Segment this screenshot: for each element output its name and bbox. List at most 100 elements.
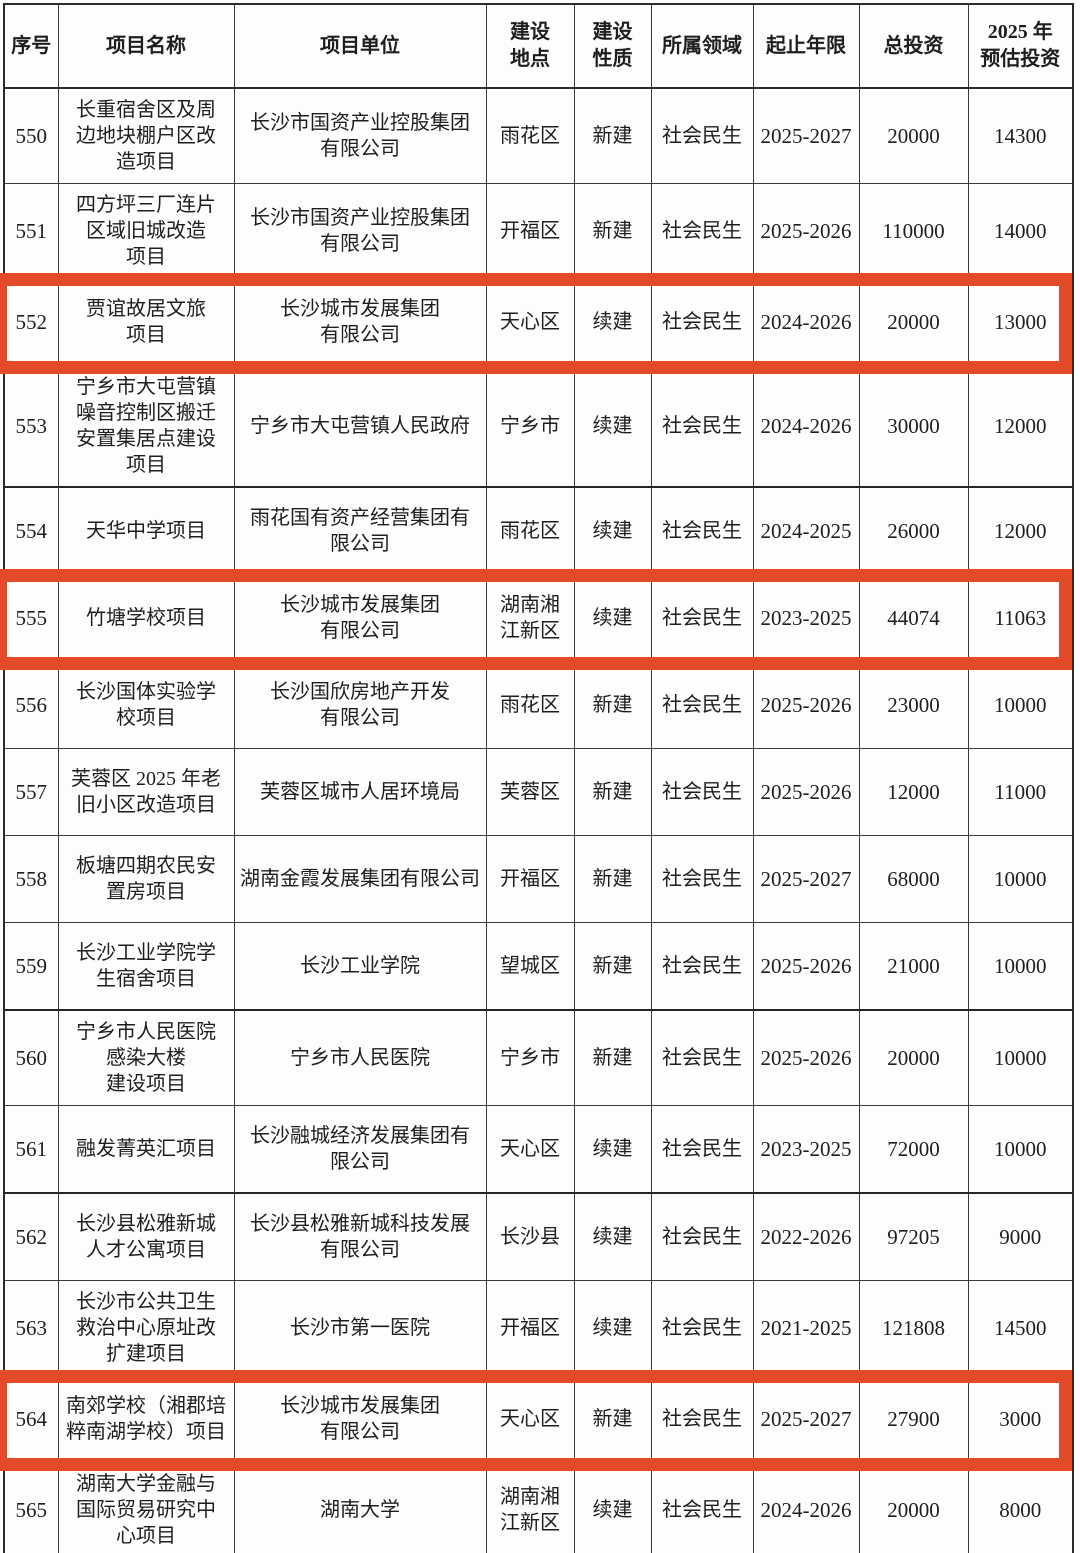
cell-est2025: 10000: [967, 1105, 1074, 1194]
cell-field: 社会民生: [650, 365, 754, 488]
cell-unit: 湖南金霞发展集团有限公司: [233, 835, 487, 923]
cell-total: 121808: [858, 1280, 969, 1376]
table-row: 556 长沙国体实验学 校项目 长沙国欣房地产开发 有限公司 雨花区 新建 社会民生 202…: [3, 661, 1074, 749]
cell-total: 12000: [858, 748, 969, 836]
cell-location: 宁乡市: [485, 1009, 575, 1106]
header-row: 序号 项目名称 项目单位 建设 地点 建设 性质 所属领域 起止年限 总投资 2025 年 预估…: [3, 3, 1074, 89]
cell-field: 社会民生: [650, 574, 754, 662]
cell-location: 湖南湘 江新区: [485, 574, 575, 662]
cell-est2025: 10000: [967, 1009, 1074, 1106]
cell-name: 长沙县松雅新城 人才公寓项目: [57, 1192, 235, 1281]
cell-nature: 新建: [573, 87, 652, 184]
cell-field: 社会民生: [650, 661, 754, 749]
cell-unit: 长沙城市发展集团 有限公司: [233, 278, 487, 366]
cell-field: 社会民生: [650, 1009, 754, 1106]
cell-nature: 新建: [573, 183, 652, 279]
cell-field: 社会民生: [650, 1375, 754, 1463]
cell-unit: 长沙工业学院: [233, 922, 487, 1011]
cell-unit: 雨花国有资产经营集团有 限公司: [233, 486, 487, 575]
cell-field: 社会民生: [650, 1192, 754, 1281]
cell-location: 天心区: [485, 278, 575, 366]
column-header-years: 起止年限: [752, 3, 860, 89]
table-row: 557 芙蓉区 2025 年老 旧小区改造项目 芙蓉区城市人居环境局 芙蓉区 新建 社会民…: [3, 748, 1074, 836]
cell-location: 芙蓉区: [485, 748, 575, 836]
cell-no: 551: [3, 183, 59, 279]
cell-est2025: 9000: [967, 1192, 1074, 1281]
cell-years: 2025-2026: [752, 183, 860, 279]
cell-nature: 新建: [573, 835, 652, 923]
cell-nature: 新建: [573, 922, 652, 1011]
cell-unit: 长沙城市发展集团 有限公司: [233, 574, 487, 662]
cell-years: 2024-2026: [752, 365, 860, 488]
table-row: 553 宁乡市大屯营镇 噪音控制区搬迁 安置集居点建设 项目 宁乡市大屯营镇人民政府…: [3, 365, 1074, 488]
cell-years: 2023-2025: [752, 1105, 860, 1194]
cell-est2025: 14300: [967, 87, 1074, 184]
table-row: 561 融发菁英汇项目 长沙融城经济发展集团有 限公司 天心区 续建 社会民生 2023-2…: [3, 1105, 1074, 1194]
cell-name: 宁乡市人民医院 感染大楼 建设项目: [57, 1009, 235, 1106]
cell-years: 2025-2027: [752, 1375, 860, 1463]
cell-est2025: 10000: [967, 835, 1074, 923]
table-row: 565 湖南大学金融与 国际贸易研究中 心项目 湖南大学 湖南湘 江新区 续建 社会民生 2…: [3, 1462, 1074, 1553]
cell-name: 长沙国体实验学 校项目: [57, 661, 235, 749]
cell-no: 557: [3, 748, 59, 836]
cell-name: 贾谊故居文旅 项目: [57, 278, 235, 366]
cell-total: 20000: [858, 87, 969, 184]
cell-years: 2025-2027: [752, 87, 860, 184]
table-row: 550 长重宿舍区及周 边地块棚户区改 造项目 长沙市国资产业控股集团 有限公司 雨花…: [3, 87, 1074, 184]
table-row: 563 长沙市公共卫生 救治中心原址改 扩建项目 长沙市第一医院 开福区 续建 社会民生 2…: [3, 1280, 1074, 1376]
table-body: 550 长重宿舍区及周 边地块棚户区改 造项目 长沙市国资产业控股集团 有限公司 雨花…: [3, 87, 1074, 1553]
table-row: 564 南郊学校（湘郡培 粹南湖学校）项目 长沙城市发展集团 有限公司 天心区 新建 社会…: [3, 1375, 1074, 1463]
table-row: 558 板塘四期农民安 置房项目 湖南金霞发展集团有限公司 开福区 新建 社会民生 2025…: [3, 835, 1074, 923]
cell-no: 550: [3, 87, 59, 184]
cell-est2025: 11000: [967, 748, 1074, 836]
cell-total: 97205: [858, 1192, 969, 1281]
cell-unit: 长沙城市发展集团 有限公司: [233, 1375, 487, 1463]
cell-no: 560: [3, 1009, 59, 1106]
cell-no: 563: [3, 1280, 59, 1376]
cell-location: 湖南湘 江新区: [485, 1462, 575, 1553]
cell-name: 宁乡市大屯营镇 噪音控制区搬迁 安置集居点建设 项目: [57, 365, 235, 488]
cell-field: 社会民生: [650, 835, 754, 923]
cell-unit: 长沙融城经济发展集团有 限公司: [233, 1105, 487, 1194]
table-row: 560 宁乡市人民医院 感染大楼 建设项目 宁乡市人民医院 宁乡市 新建 社会民生 2025…: [3, 1009, 1074, 1106]
cell-nature: 续建: [573, 365, 652, 488]
cell-no: 556: [3, 661, 59, 749]
cell-est2025: 14000: [967, 183, 1074, 279]
cell-nature: 续建: [573, 574, 652, 662]
cell-location: 宁乡市: [485, 365, 575, 488]
cell-location: 长沙县: [485, 1192, 575, 1281]
cell-location: 开福区: [485, 183, 575, 279]
cell-field: 社会民生: [650, 87, 754, 184]
cell-field: 社会民生: [650, 183, 754, 279]
cell-location: 雨花区: [485, 661, 575, 749]
cell-total: 68000: [858, 835, 969, 923]
cell-location: 开福区: [485, 835, 575, 923]
column-header-total: 总投资: [858, 3, 969, 89]
cell-unit: 长沙市第一医院: [233, 1280, 487, 1376]
cell-nature: 新建: [573, 1009, 652, 1106]
cell-no: 562: [3, 1192, 59, 1281]
cell-total: 21000: [858, 922, 969, 1011]
cell-years: 2021-2025: [752, 1280, 860, 1376]
cell-location: 天心区: [485, 1375, 575, 1463]
cell-years: 2022-2026: [752, 1192, 860, 1281]
cell-name: 芙蓉区 2025 年老 旧小区改造项目: [57, 748, 235, 836]
column-header-est2025: 2025 年 预估投资: [967, 3, 1074, 89]
cell-nature: 新建: [573, 1375, 652, 1463]
cell-est2025: 10000: [967, 661, 1074, 749]
cell-total: 20000: [858, 1009, 969, 1106]
cell-location: 望城区: [485, 922, 575, 1011]
cell-nature: 续建: [573, 278, 652, 366]
cell-total: 44074: [858, 574, 969, 662]
table-row: 559 长沙工业学院学 生宿舍项目 长沙工业学院 望城区 新建 社会民生 2025-2026…: [3, 922, 1074, 1011]
column-header-unit: 项目单位: [233, 3, 487, 89]
column-header-name: 项目名称: [57, 3, 235, 89]
cell-unit: 宁乡市大屯营镇人民政府: [233, 365, 487, 488]
column-header-no: 序号: [3, 3, 59, 89]
cell-name: 融发菁英汇项目: [57, 1105, 235, 1194]
cell-no: 565: [3, 1462, 59, 1553]
cell-location: 开福区: [485, 1280, 575, 1376]
cell-years: 2024-2025: [752, 486, 860, 575]
cell-est2025: 13000: [967, 278, 1074, 366]
cell-unit: 湖南大学: [233, 1462, 487, 1553]
